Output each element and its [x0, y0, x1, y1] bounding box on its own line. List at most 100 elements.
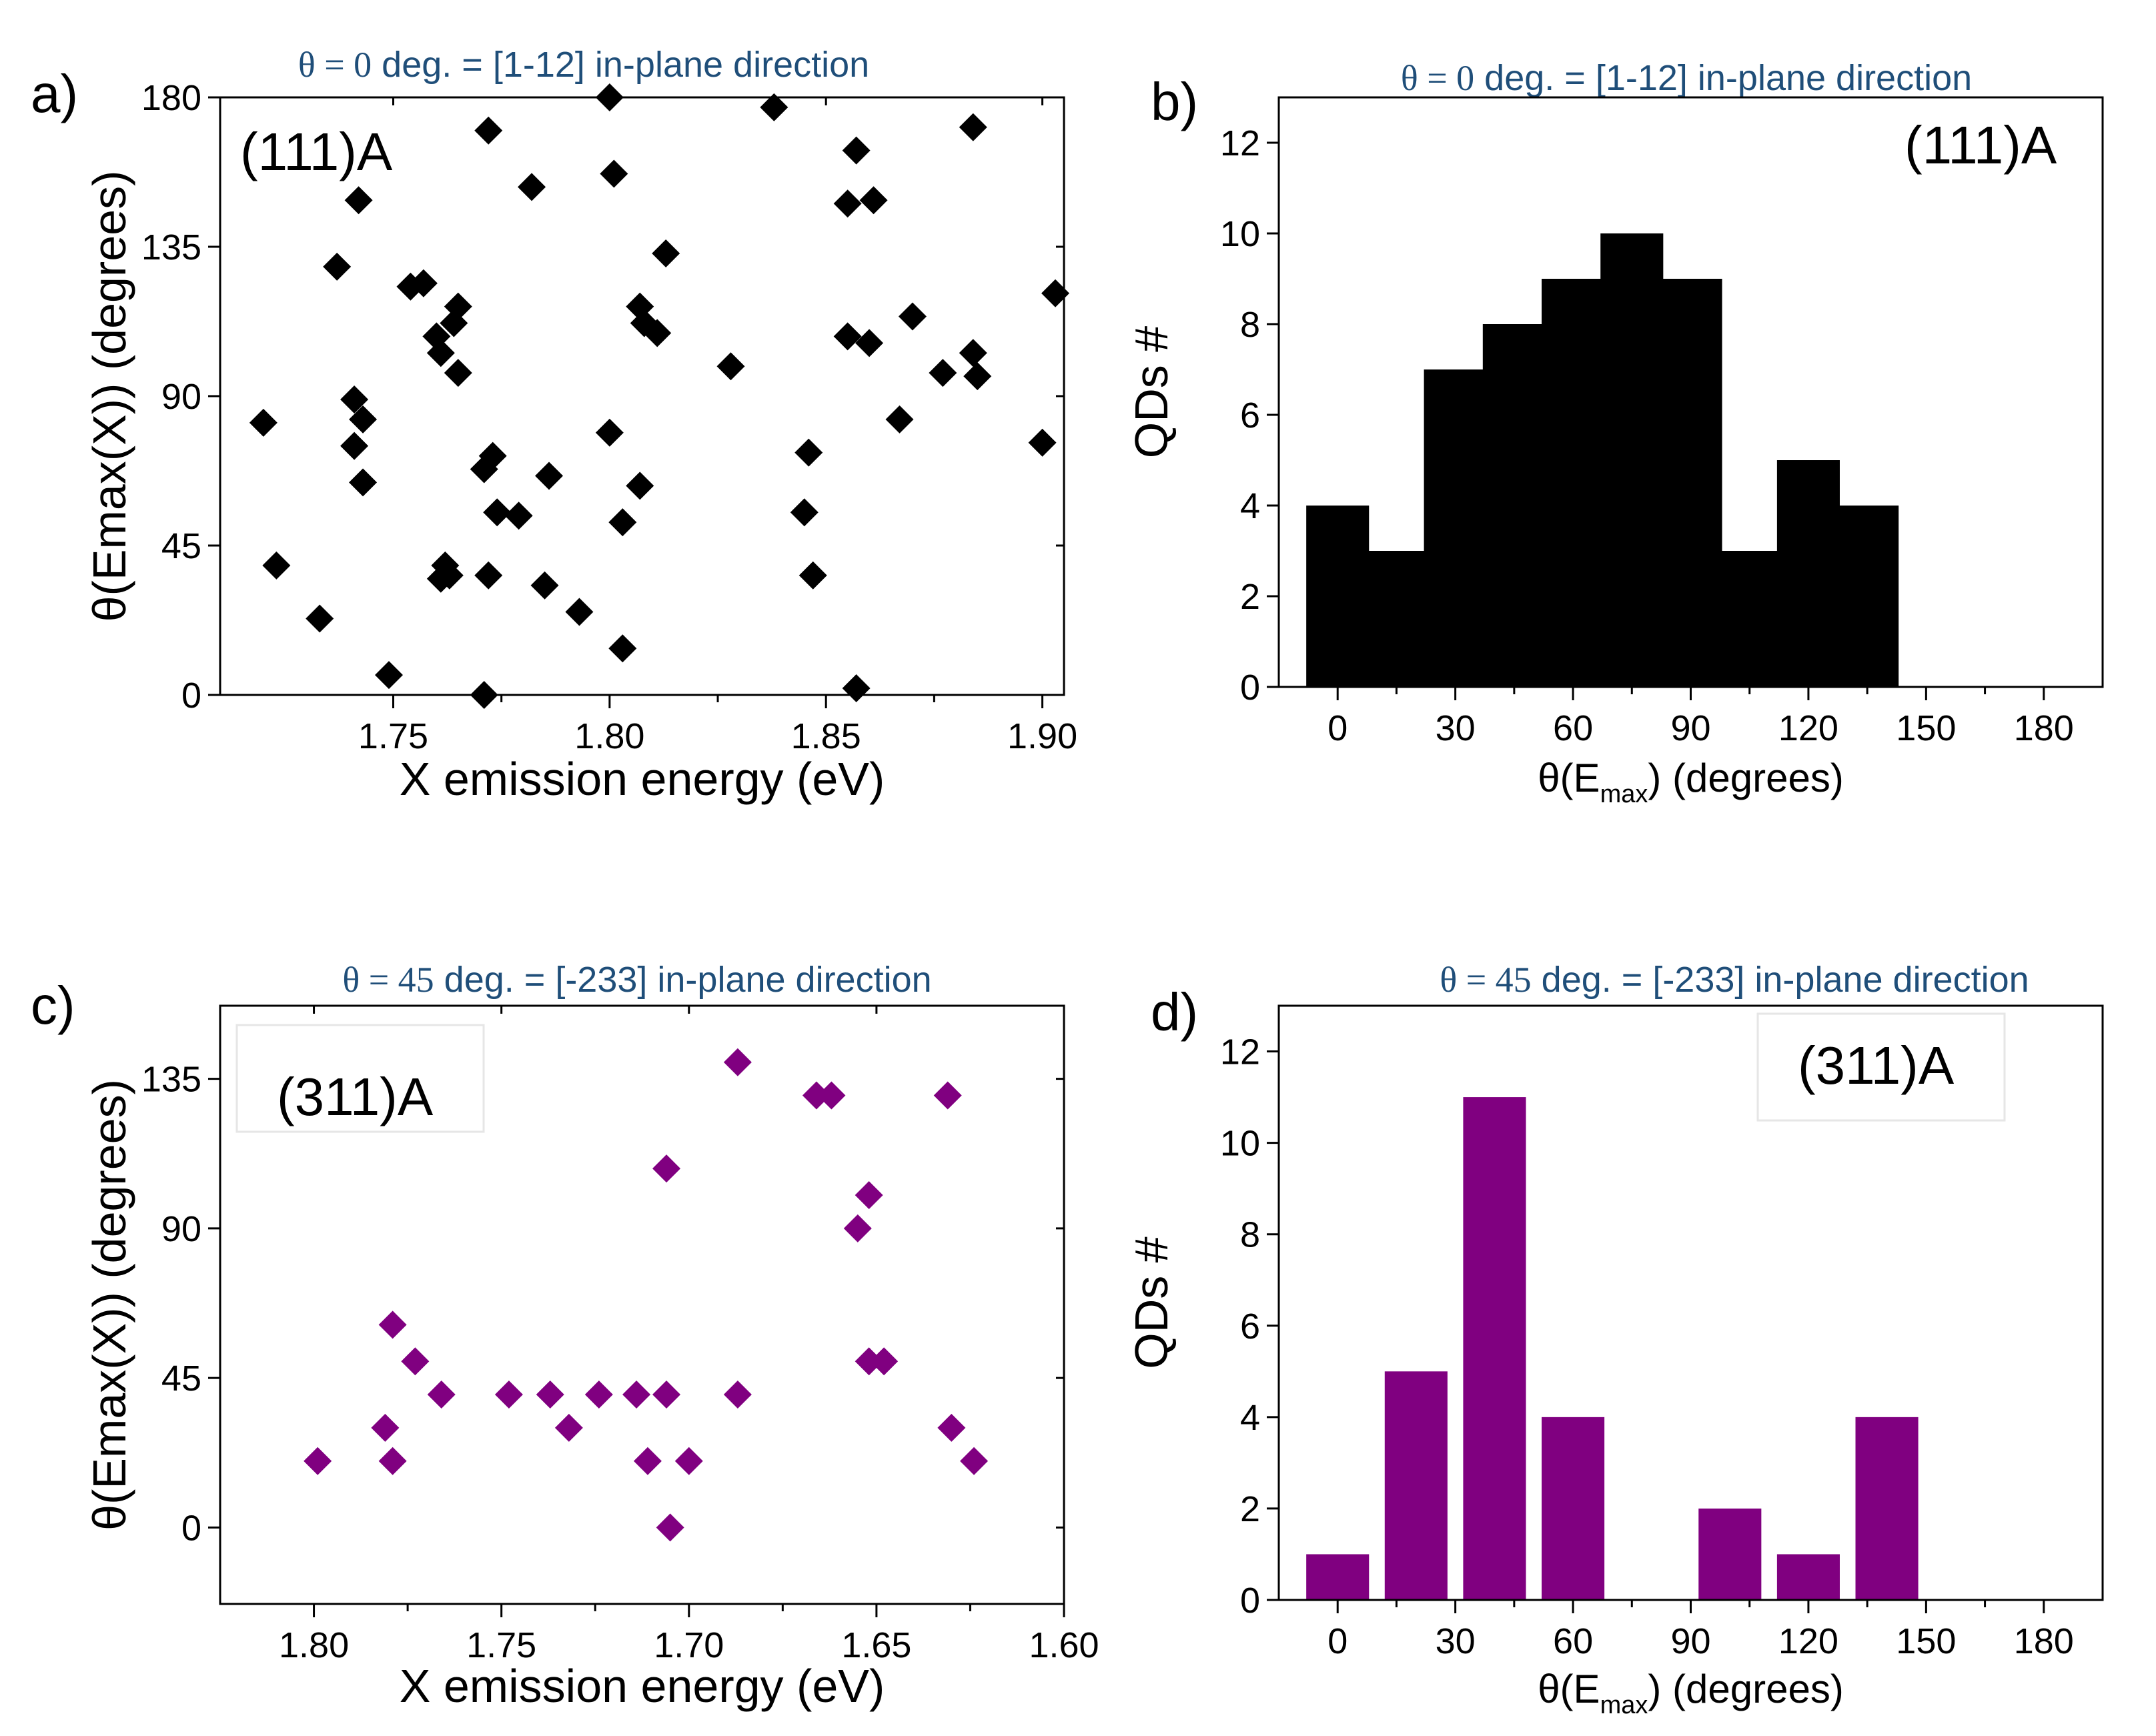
data-point — [643, 319, 672, 347]
data-point — [435, 561, 464, 590]
y-tick-label: 6 — [1240, 395, 1260, 436]
x-tick-label: 0 — [1327, 1621, 1348, 1661]
x-label-end: ) (degrees) — [1648, 1667, 1843, 1711]
panel-b: b) θ = 0 deg. = [1-12] in-plane direction… — [1125, 58, 2104, 808]
bar — [1424, 369, 1487, 687]
data-point — [960, 1447, 989, 1475]
title-text-c: deg. = [-233] in-plane direction — [434, 960, 932, 1000]
data-point — [371, 1413, 400, 1442]
x-tick-label: 120 — [1778, 1621, 1838, 1661]
data-point — [518, 173, 546, 201]
data-point — [536, 1381, 564, 1409]
data-point — [723, 1381, 752, 1409]
y-tick-label: 4 — [1240, 486, 1260, 526]
y-tick-label: 0 — [1240, 668, 1260, 708]
y-tick-label: 180 — [141, 78, 201, 118]
x-axis-label: θ(Emax) (degrees) — [1538, 756, 1844, 808]
y-tick-label: 0 — [181, 1508, 201, 1548]
data-point — [340, 431, 369, 460]
data-point — [483, 498, 512, 527]
data-point — [626, 472, 654, 500]
x-tick-label: 150 — [1896, 1621, 1956, 1661]
data-point — [656, 1513, 684, 1542]
x-tick-label: 1.70 — [654, 1625, 724, 1665]
data-point — [584, 1381, 613, 1409]
y-axis-label: QDs # — [1125, 1236, 1177, 1369]
data-point — [409, 269, 438, 297]
title-text-b: deg. = [1-12] in-plane direction — [1474, 58, 1972, 98]
panel-a: a) θ = 0 deg. = [1-12] in-plane direction… — [31, 45, 1077, 805]
title-theta-d: θ = 45 — [1440, 960, 1531, 1000]
x-tick-label: 1.85 — [791, 716, 861, 756]
data-point — [959, 339, 987, 367]
data-point — [1028, 428, 1057, 457]
bar — [1718, 551, 1781, 687]
y-axis-label: QDs # — [1125, 326, 1177, 458]
chart-title-a: θ = 0 deg. = [1-12] in-plane direction — [298, 45, 869, 85]
data-point — [937, 1413, 966, 1442]
y-tick-label: 45 — [161, 1359, 201, 1399]
data-point — [595, 418, 624, 447]
x-tick-label: 1.65 — [841, 1625, 911, 1665]
x-tick-label: 30 — [1436, 708, 1476, 748]
data-point — [870, 1347, 899, 1376]
bar — [1600, 233, 1664, 687]
x-axis-label: X emission energy (eV) — [400, 753, 885, 805]
data-point — [474, 116, 503, 145]
title-theta-c: θ = 45 — [342, 960, 434, 1000]
data-point — [929, 359, 957, 387]
data-point — [843, 1214, 872, 1242]
data-point — [608, 508, 637, 537]
chart-title-d: θ = 45 deg. = [-233] in-plane direction — [1440, 960, 2029, 1000]
x-tick-label: 1.75 — [358, 716, 428, 756]
data-point — [494, 1381, 523, 1409]
annotation-label: (111)A — [240, 122, 393, 181]
data-point — [470, 455, 498, 484]
data-point — [378, 1311, 407, 1339]
x-tick-label: 150 — [1896, 708, 1956, 748]
annotation-box — [235, 1024, 485, 1133]
y-tick-label: 8 — [1240, 305, 1260, 345]
panel-label-b: b) — [1151, 72, 1198, 131]
y-tick-label: 2 — [1240, 1489, 1260, 1529]
data-point — [933, 1081, 962, 1110]
bar — [1659, 279, 1722, 687]
x-tick-label: 1.80 — [574, 716, 644, 756]
data-point — [401, 1347, 430, 1376]
data-point — [504, 502, 533, 530]
data-point — [535, 462, 564, 490]
y-tick-label: 90 — [161, 377, 201, 417]
data-point — [249, 408, 278, 437]
x-tick-label: 0 — [1327, 708, 1348, 748]
x-tick-label: 60 — [1553, 708, 1593, 748]
data-point — [794, 438, 823, 467]
data-point — [565, 598, 594, 626]
x-tick-label: 1.80 — [279, 1625, 349, 1665]
data-point — [323, 252, 352, 281]
panel-label-d: d) — [1151, 982, 1198, 1042]
data-point — [790, 498, 819, 527]
x-tick-label: 30 — [1436, 1621, 1476, 1661]
annotation-label: (311)A — [1798, 1036, 1955, 1095]
data-point — [652, 1381, 681, 1409]
data-point — [375, 661, 403, 690]
panel-d: d) θ = 45 deg. = [-233] in-plane directio… — [1125, 960, 2104, 1719]
y-axis-label: θ(Emax(X)) (degrees) — [83, 171, 135, 622]
panel-c: c) θ = 45 deg. = [-233] in-plane directio… — [31, 960, 1099, 1712]
title-theta-a: θ = 0 — [298, 45, 372, 85]
data-point — [833, 189, 862, 218]
data-point — [959, 113, 987, 141]
x-tick-label: 1.60 — [1029, 1625, 1099, 1665]
data-point — [817, 1081, 846, 1110]
bar — [1776, 1554, 1840, 1600]
data-point — [855, 1181, 883, 1210]
data-point — [1041, 279, 1070, 307]
x-label-main: θ(E — [1538, 1667, 1600, 1711]
data-point — [426, 339, 455, 367]
x-tick-label: 120 — [1778, 708, 1838, 748]
data-point — [963, 362, 992, 391]
data-point — [802, 1081, 831, 1110]
x-tick-label: 1.75 — [466, 1625, 536, 1665]
y-tick-label: 6 — [1240, 1307, 1260, 1347]
bar — [1384, 1371, 1448, 1600]
